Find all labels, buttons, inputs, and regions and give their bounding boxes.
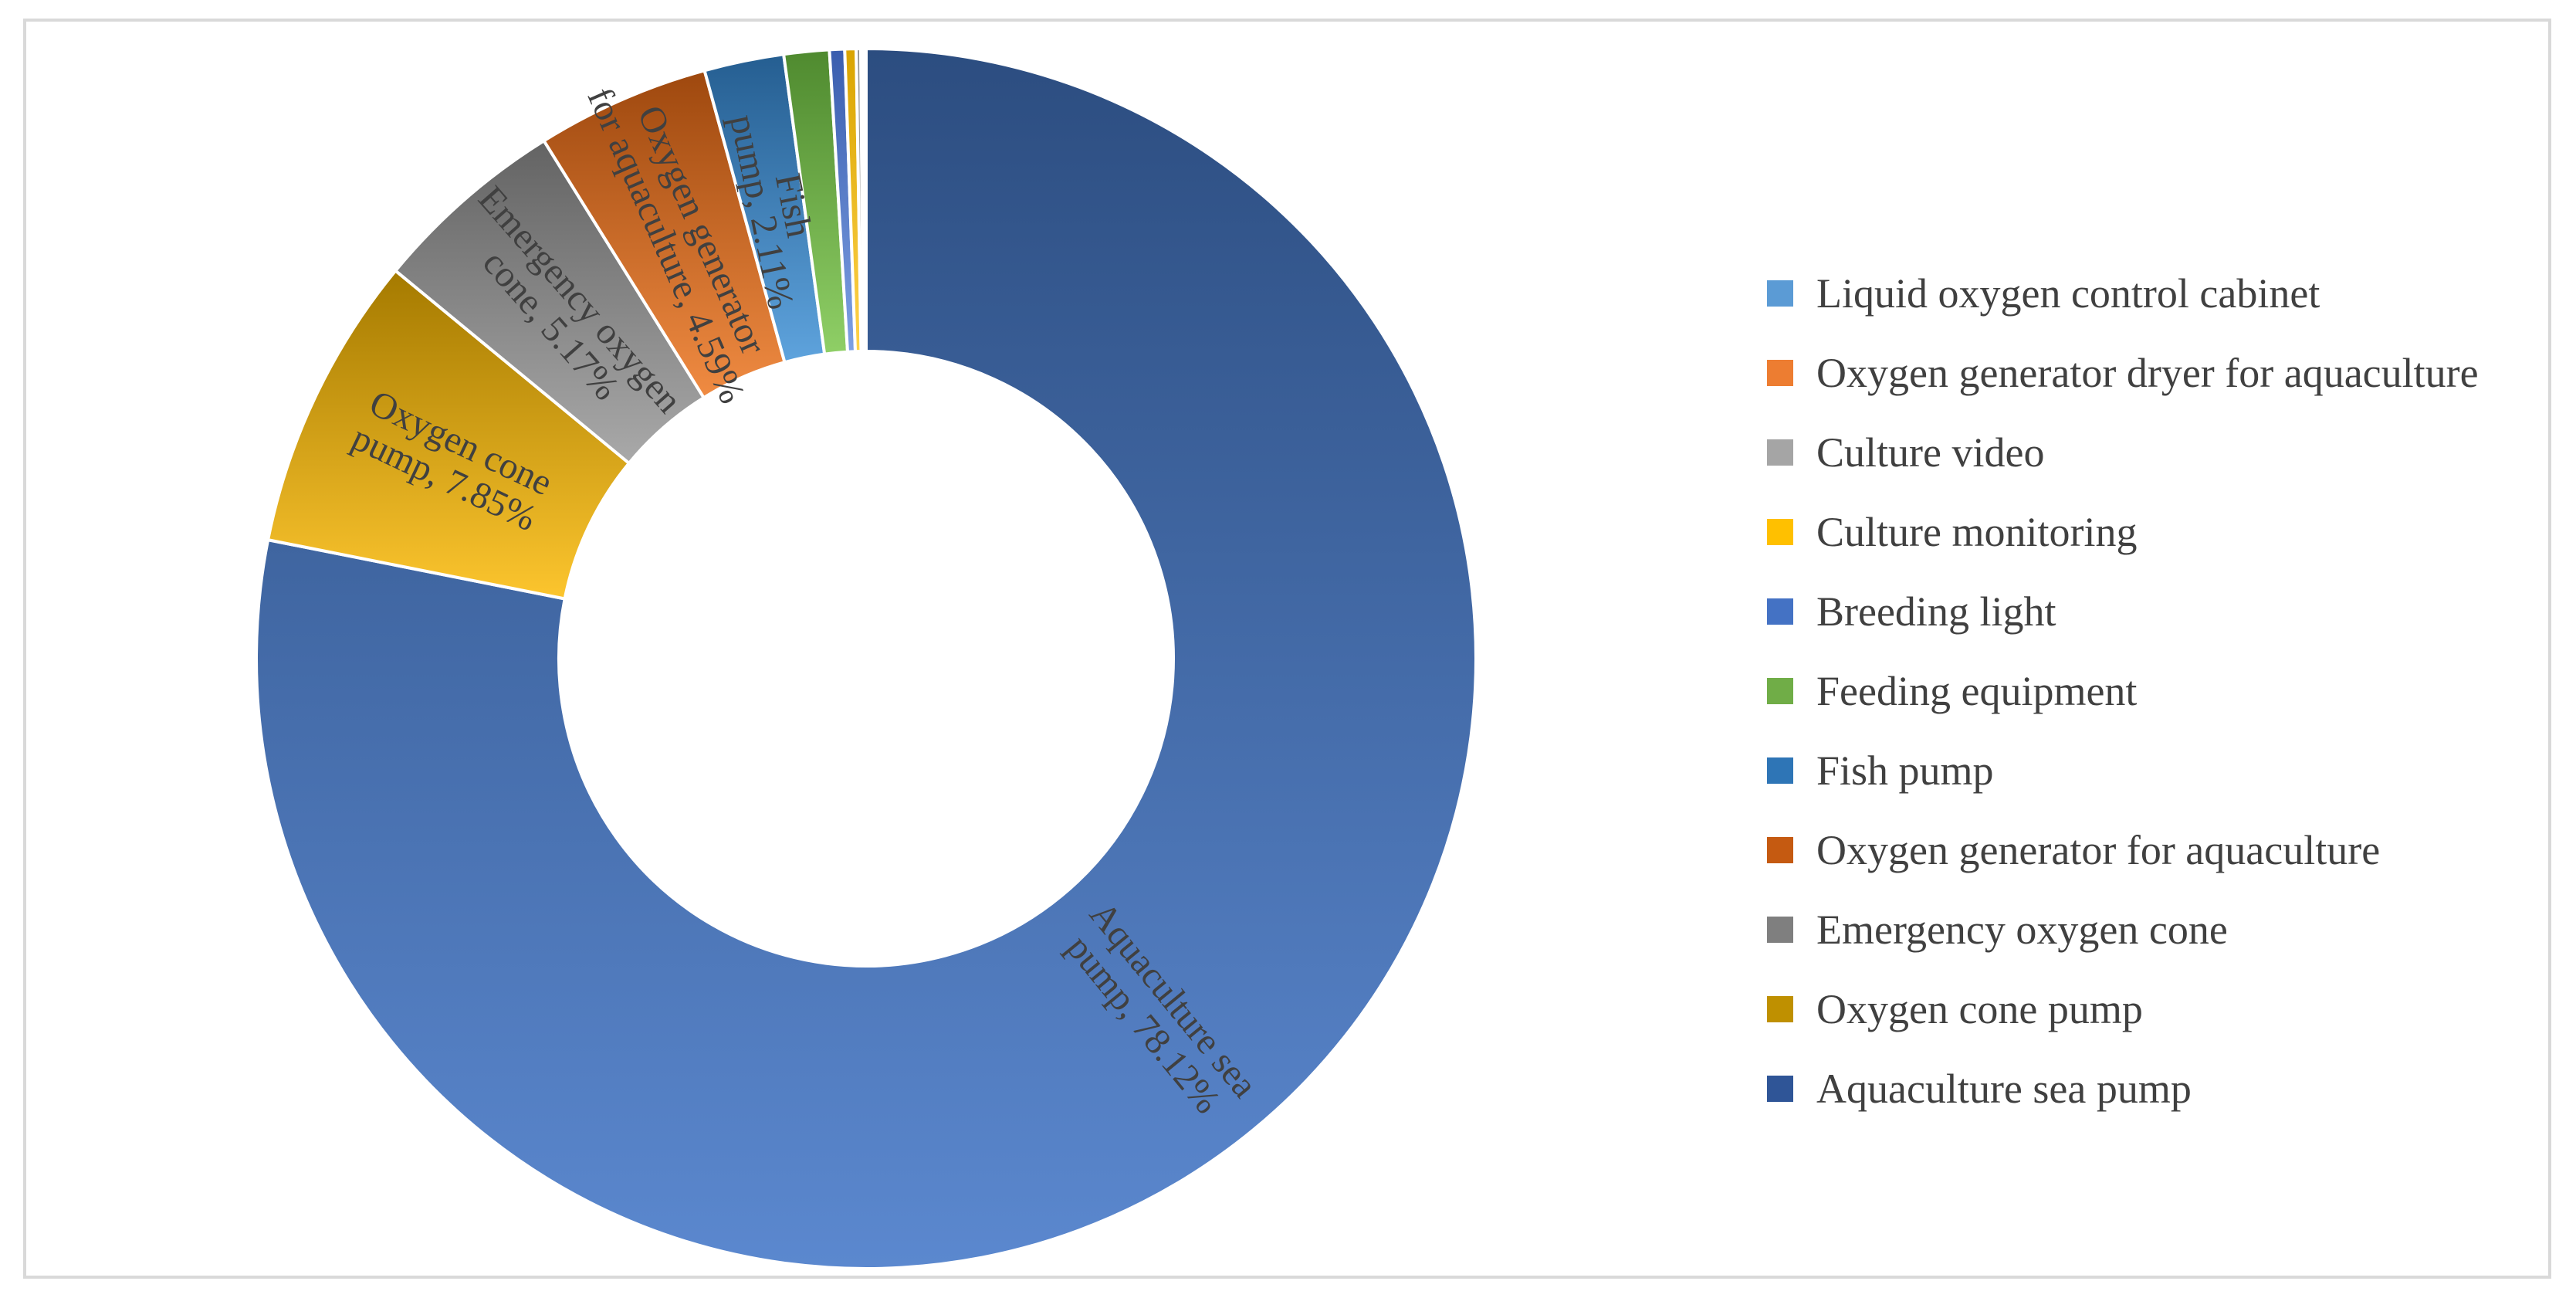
slice-aquaculture-sea-pump xyxy=(255,46,1478,1270)
legend-label: Feeding equipment xyxy=(1816,667,2138,714)
slice-oxygen-cone-pump xyxy=(266,268,631,601)
legend-item: Fish pump xyxy=(1767,730,2479,810)
legend-label: Aquaculture sea pump xyxy=(1816,1065,2192,1112)
legend-swatch xyxy=(1767,677,1793,704)
legend-item: Oxygen generator dryer for aquaculture xyxy=(1767,333,2479,412)
slice-liquid-oxygen-control-cabinet xyxy=(862,46,868,354)
legend-swatch xyxy=(1767,280,1793,307)
legend-item: Culture video xyxy=(1767,412,2479,492)
legend-swatch xyxy=(1767,916,1793,943)
legend-swatch xyxy=(1767,359,1793,386)
legend-swatch xyxy=(1767,995,1793,1022)
legend-item: Oxygen generator for aquaculture xyxy=(1767,810,2479,890)
legend-label: Emergency oxygen cone xyxy=(1816,906,2228,953)
legend-label: Culture video xyxy=(1816,429,2045,476)
legend-label: Oxygen generator for aquaculture xyxy=(1816,826,2381,873)
legend-label: Fish pump xyxy=(1816,747,1994,794)
chart-frame: Aquaculture seapump, 78.12% Oxygen conepu… xyxy=(23,19,2551,1279)
legend-swatch xyxy=(1767,836,1793,863)
legend-swatch xyxy=(1767,598,1793,625)
legend-item: Aquaculture sea pump xyxy=(1767,1049,2479,1128)
legend-item: Liquid oxygen control cabinet xyxy=(1767,253,2479,333)
legend-swatch xyxy=(1767,439,1793,466)
legend-item: Oxygen cone pump xyxy=(1767,969,2479,1049)
legend-item: Emergency oxygen cone xyxy=(1767,890,2479,969)
legend-swatch xyxy=(1767,518,1793,545)
legend-label: Oxygen cone pump xyxy=(1816,985,2143,1032)
legend-label: Oxygen generator dryer for aquaculture xyxy=(1816,349,2479,396)
chart-legend: Liquid oxygen control cabinet Oxygen gene… xyxy=(1767,253,2479,1128)
legend-swatch xyxy=(1767,1075,1793,1102)
legend-item: Culture monitoring xyxy=(1767,492,2479,571)
legend-item: Feeding equipment xyxy=(1767,651,2479,730)
legend-label: Breeding light xyxy=(1816,588,2056,635)
legend-item: Breeding light xyxy=(1767,571,2479,651)
legend-label: Culture monitoring xyxy=(1816,508,2138,555)
donut-chart: Aquaculture seapump, 78.12%Oxygen conepu… xyxy=(255,46,1478,1270)
legend-swatch xyxy=(1767,757,1793,784)
legend-label: Liquid oxygen control cabinet xyxy=(1816,269,2320,317)
